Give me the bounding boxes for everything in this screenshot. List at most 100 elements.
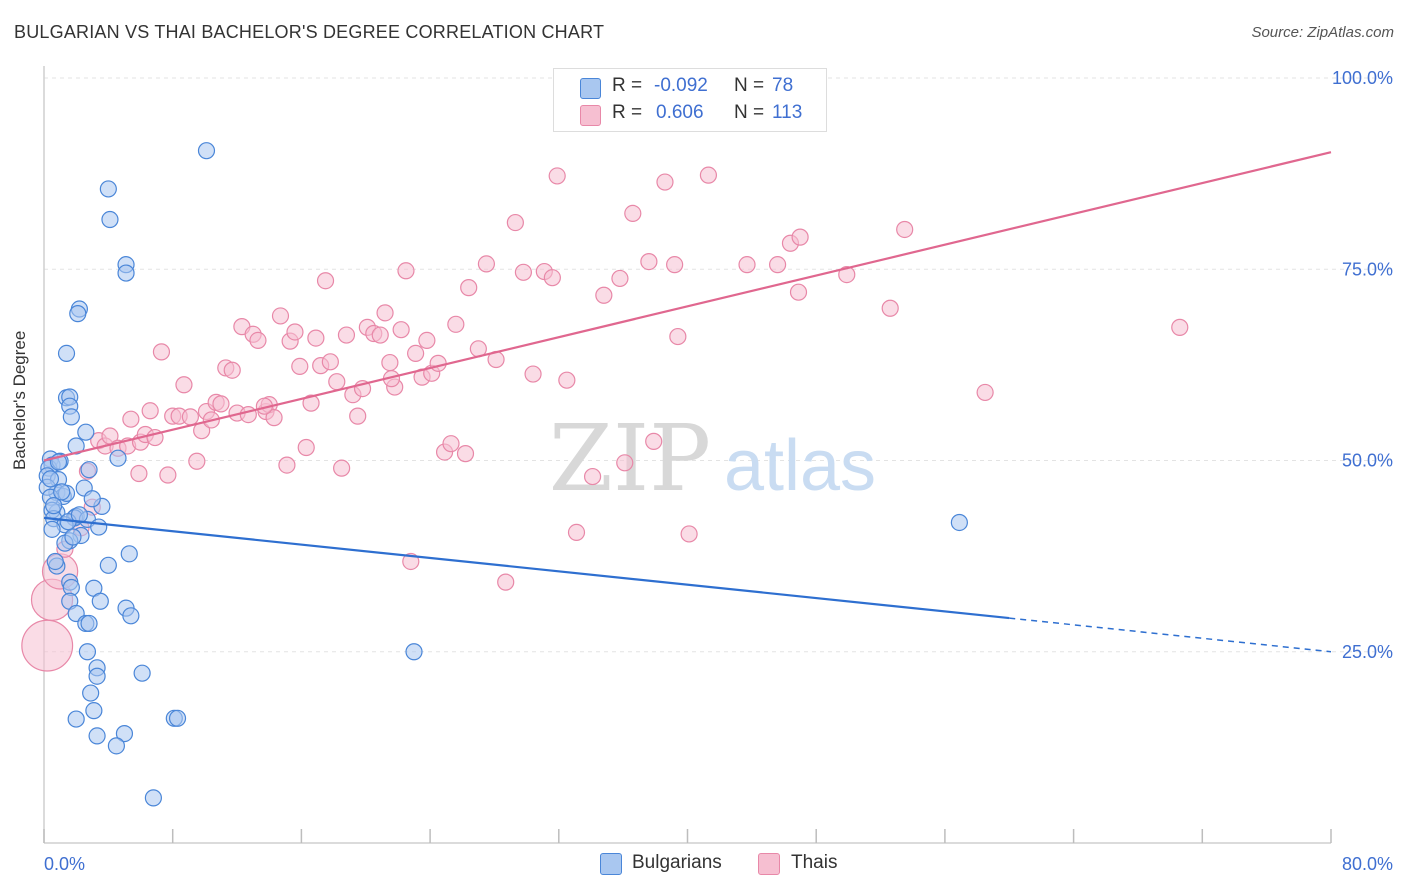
bulgarian-point	[122, 607, 140, 625]
legend-r-value: 0.606	[656, 102, 704, 123]
thai-point	[223, 361, 241, 379]
bulgarian-point	[70, 506, 88, 524]
thai-point	[141, 402, 159, 420]
thai-point	[666, 256, 684, 274]
bulgarian-swatch	[600, 853, 622, 875]
thai-point	[624, 204, 642, 223]
bulgarian-point	[109, 449, 127, 467]
thai-point	[447, 315, 465, 333]
thai-point	[497, 573, 515, 591]
thai-point	[333, 459, 351, 477]
thai-point	[302, 394, 320, 412]
thai-point	[699, 166, 718, 184]
thai-point	[881, 299, 899, 317]
thai-point	[1171, 318, 1189, 336]
stats-legend: R = -0.092 N = 78 R = 0.606 N = 113	[553, 68, 827, 132]
legend-r-label: R =	[612, 75, 643, 96]
bulgarian-swatch	[580, 78, 601, 99]
thai-point	[402, 552, 420, 571]
bulgarian-point	[64, 528, 82, 546]
series-legend: Bulgarians Thais	[0, 852, 1406, 876]
bulgarian-point	[83, 490, 101, 508]
bulgarian-point	[115, 725, 134, 743]
bulgarian-point	[82, 684, 100, 702]
thai-point	[442, 435, 460, 453]
legend-r-label: R =	[612, 102, 643, 123]
thai-swatch	[758, 853, 780, 875]
bulgarian-point	[405, 643, 423, 661]
thai-point	[371, 326, 389, 344]
thai-points	[21, 166, 1189, 672]
bulgarian-point	[67, 710, 85, 728]
thai-point	[456, 445, 475, 463]
thai-point	[316, 272, 335, 290]
bulgarian-points	[38, 142, 968, 807]
bulgarian-point	[41, 470, 60, 488]
thai-point	[583, 467, 602, 486]
thai-point	[265, 409, 283, 427]
thai-point	[175, 376, 193, 394]
thai-point	[616, 454, 634, 472]
legend-r-value: -0.092	[654, 75, 708, 96]
thai-point	[381, 353, 399, 372]
thai-point	[789, 283, 808, 301]
bulgarian-point	[57, 344, 76, 362]
bulgarian-point	[80, 461, 98, 479]
bulgarian-trend-line	[43, 516, 1010, 620]
thai-point	[239, 406, 257, 424]
thai-point	[595, 286, 613, 304]
thai-point	[181, 408, 199, 426]
thai-point	[278, 456, 296, 474]
thai-swatch	[580, 105, 601, 126]
thai-point	[640, 253, 658, 271]
thai-point	[680, 525, 698, 543]
thai-point	[524, 365, 542, 383]
x-tick-label: 80.0%	[1342, 854, 1393, 874]
bulgarian-point	[78, 643, 97, 661]
thai-point	[337, 326, 356, 344]
thai-point	[271, 307, 290, 325]
thai-point	[543, 269, 561, 287]
thai-point	[418, 331, 436, 349]
bulgarian-point	[168, 709, 187, 727]
legend-n-value: 78	[772, 75, 794, 96]
bulgarian-point	[101, 210, 119, 229]
thai-point	[460, 279, 478, 297]
thai-point	[291, 357, 309, 376]
trend-lines	[43, 151, 1332, 653]
bulgarian-point	[67, 437, 85, 455]
thai-trend-line	[43, 151, 1332, 462]
legend-n-value: 113	[772, 102, 803, 123]
legend-n-label: N =	[734, 102, 765, 123]
bulgarian-point	[950, 513, 968, 532]
thai-point	[645, 432, 663, 450]
bulgarian-point	[88, 727, 106, 745]
thai-point	[188, 452, 206, 470]
bulgarian-point	[99, 556, 117, 574]
y-tick-label: 50.0%	[1342, 451, 1393, 471]
thai-point	[297, 438, 315, 457]
thai-point	[407, 344, 425, 362]
bulgarian-point	[144, 789, 162, 807]
thai-point	[768, 256, 787, 274]
thai-point	[212, 395, 230, 413]
x-tick-label: 0.0%	[44, 854, 85, 874]
bulgarian-point	[88, 667, 106, 685]
bulgarian-point	[53, 483, 71, 501]
thai-point	[548, 167, 566, 185]
thai-point	[307, 329, 325, 347]
thai-point	[838, 266, 856, 284]
bulgarian-point	[90, 518, 108, 536]
bulgarian-point	[77, 423, 95, 441]
thai-point	[669, 327, 687, 346]
thai-point	[656, 173, 674, 191]
chart-title: BULGARIAN VS THAI BACHELOR'S DEGREE CORR…	[14, 22, 605, 42]
bulgarian-point	[46, 552, 64, 571]
y-tick-label: 75.0%	[1342, 259, 1393, 279]
thai-point	[321, 353, 339, 371]
bulgarian-trend-extension	[1009, 617, 1332, 653]
thai-point	[429, 354, 447, 372]
thai-point	[514, 263, 533, 281]
bulgarian-point	[69, 305, 87, 323]
